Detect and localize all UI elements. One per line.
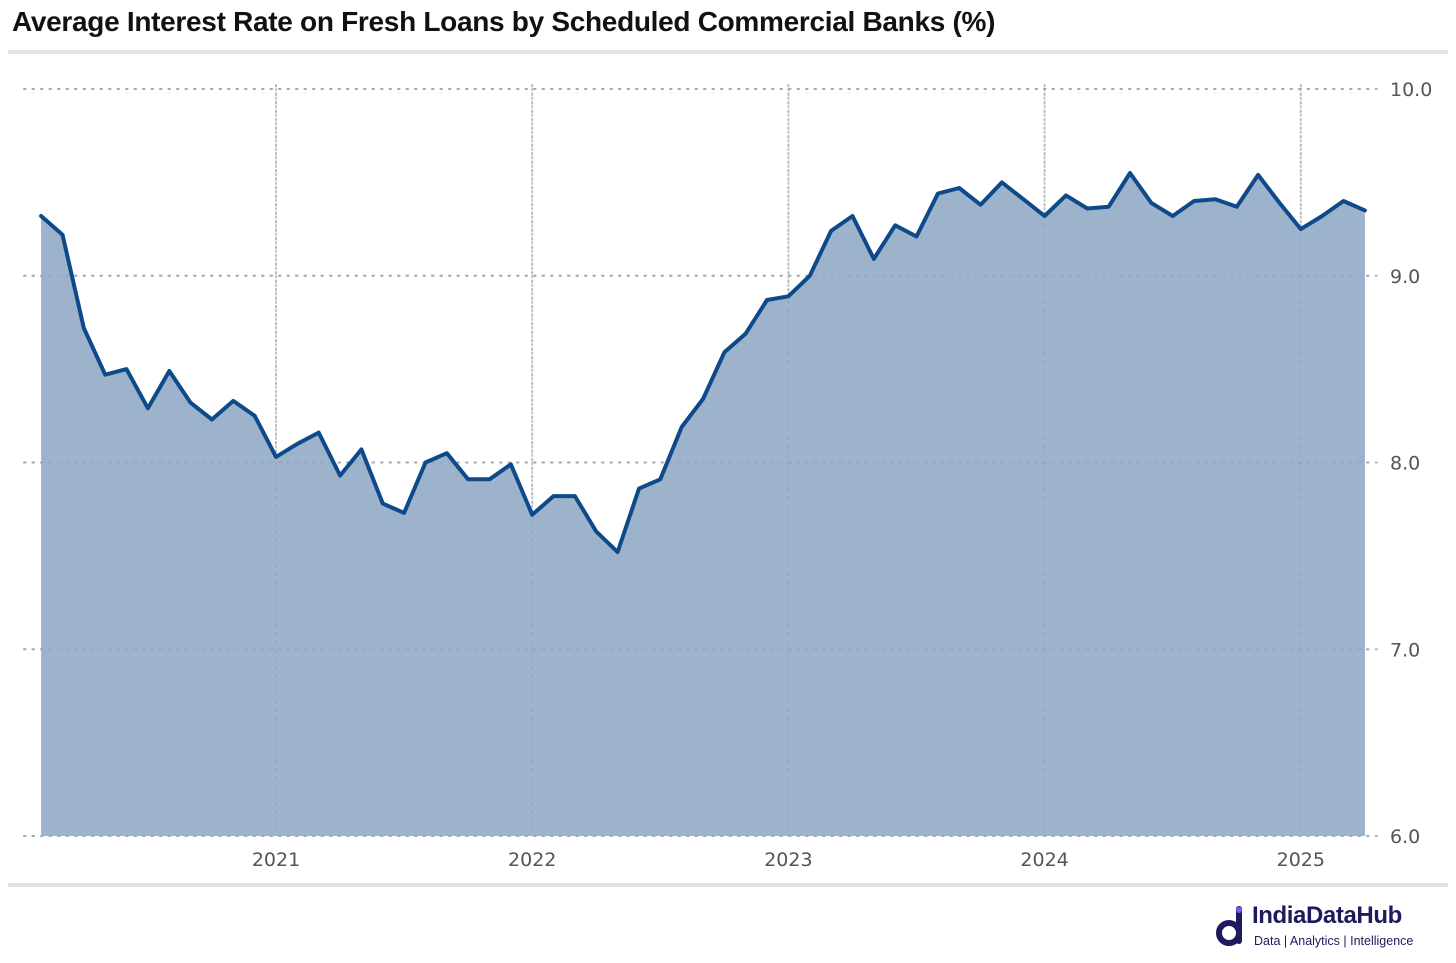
- x-tick-label: 2024: [1020, 849, 1068, 871]
- x-tick-label: 2022: [508, 849, 556, 871]
- y-tick-label: 7.0: [1390, 639, 1420, 661]
- series-area-fill: [41, 173, 1365, 836]
- title-divider: [8, 50, 1448, 54]
- x-tick-label: 2025: [1277, 849, 1325, 871]
- x-tick-label: 2023: [764, 849, 812, 871]
- logo-icon: [1216, 906, 1242, 946]
- series-area: [23, 88, 1373, 837]
- footer-divider: [8, 883, 1448, 887]
- brand-logo: IndiaDataHub Data | Analytics | Intellig…: [1216, 900, 1446, 956]
- brand-name: IndiaDataHub: [1252, 902, 1402, 929]
- y-tick-label: 10.0: [1390, 79, 1432, 101]
- brand-tagline: Data | Analytics | Intelligence: [1254, 934, 1414, 948]
- chart-title: Average Interest Rate on Fresh Loans by …: [12, 6, 996, 37]
- y-tick-label: 9.0: [1390, 266, 1420, 288]
- series-line: [39, 171, 1367, 555]
- series-line-path: [39, 171, 1367, 555]
- y-tick-label: 6.0: [1390, 826, 1420, 848]
- axis-labels: 6.0 7.0 8.0 9.0 10.0 2021 2022 2023 2024 2025: [252, 79, 1432, 871]
- x-tick-label: 2021: [252, 849, 300, 871]
- y-tick-label: 8.0: [1390, 453, 1420, 475]
